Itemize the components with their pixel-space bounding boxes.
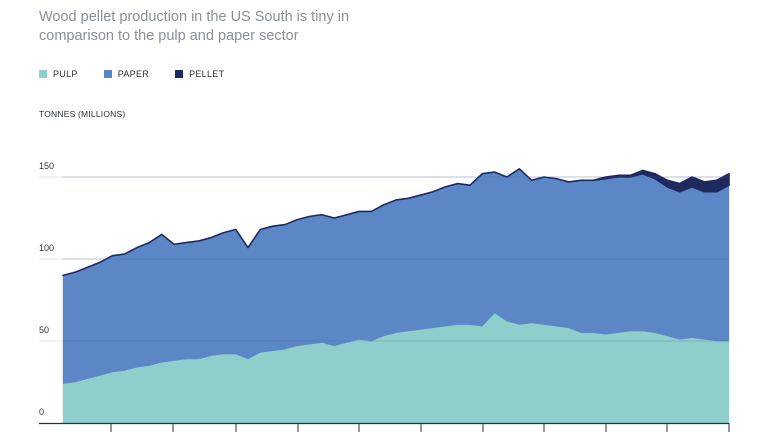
area-pellet — [62, 168, 730, 277]
legend-label-pulp: PULP — [53, 69, 78, 79]
y-tick-label-100: 100 — [39, 243, 54, 253]
legend-label-pellet: PELLET — [189, 69, 225, 79]
y-tick-label-0: 0 — [39, 407, 44, 417]
legend-label-paper: PAPER — [117, 69, 150, 79]
legend-item-pellet: PELLET — [175, 69, 224, 79]
chart-legend: PULP PAPER PELLET — [39, 69, 250, 79]
y-tick-label-150: 150 — [39, 161, 54, 171]
y-tick-label-50: 50 — [39, 325, 49, 335]
chart-subtitle: Wood pellet production in the US South i… — [39, 9, 350, 44]
legend-swatch-pellet — [175, 70, 184, 78]
legend-item-pulp: PULP — [39, 69, 78, 79]
legend-swatch-pulp — [39, 70, 47, 78]
legend-swatch-paper — [103, 70, 112, 78]
y-axis-label: TONNES (MILLIONS) — [39, 109, 126, 119]
legend-item-paper: PAPER — [103, 69, 150, 79]
